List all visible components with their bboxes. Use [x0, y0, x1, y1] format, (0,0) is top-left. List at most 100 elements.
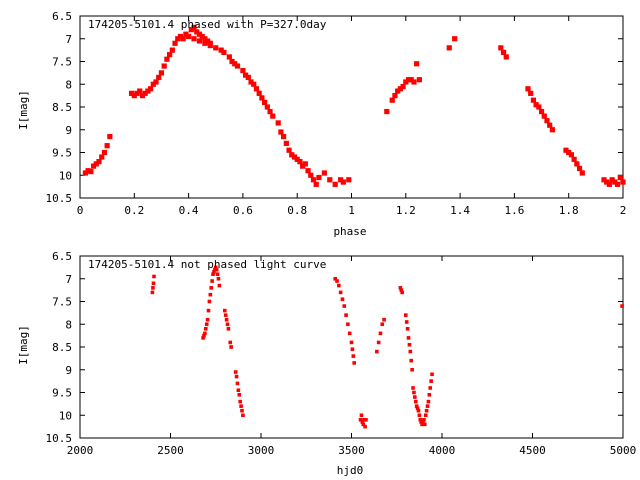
unphased-data-point: [203, 327, 208, 331]
phased-data-point: [275, 120, 281, 126]
unphased-data-point: [223, 313, 228, 317]
phased-data-point: [248, 79, 254, 85]
unphased-data-point: [225, 322, 230, 327]
unphased-data-point: [340, 297, 345, 302]
unphased-data-point: [213, 267, 217, 272]
unphased-data-point: [428, 386, 433, 390]
unphased-y-tick-label: 8.5: [52, 341, 72, 354]
phased-data-point: [99, 154, 105, 160]
unphased-x-tick-label: 3000: [248, 444, 275, 457]
unphased-data-point: [151, 281, 156, 286]
unphased-data-point: [429, 379, 433, 383]
phased-data-point: [571, 156, 577, 162]
phased-data-point: [205, 38, 211, 44]
phased-data-point: [338, 177, 344, 183]
phased-data-point: [606, 181, 613, 187]
phased-data-point: [446, 45, 452, 51]
phased-data-point: [549, 127, 556, 133]
phased-data-point: [169, 47, 175, 53]
unphased-data-point: [400, 290, 404, 295]
unphased-data-point: [338, 290, 343, 295]
phased-y-tick-label: 7.5: [52, 56, 72, 69]
phased-data-point: [267, 108, 273, 115]
phased-data-point: [530, 97, 537, 103]
phased-data-point: [310, 177, 317, 183]
unphased-data-point: [421, 420, 425, 424]
unphased-data-point: [404, 320, 409, 324]
phased-x-axis-label: phase: [333, 225, 366, 238]
phased-data-point: [503, 54, 509, 60]
phased-data-point: [88, 169, 94, 175]
phased-x-tick-label: 1: [348, 204, 355, 217]
unphased-data-point: [208, 292, 213, 297]
phased-data-point: [620, 179, 626, 185]
phased-data-point: [416, 77, 422, 83]
phased-data-point: [400, 83, 406, 90]
unphased-data-point: [417, 413, 422, 418]
phased-y-tick-label: 8.5: [52, 101, 72, 114]
phased-data-point: [538, 108, 545, 115]
unphased-data-point: [415, 406, 420, 411]
unphased-data-point: [150, 290, 155, 295]
unphased-x-axis-label: hjd0: [337, 464, 364, 477]
phased-data-point: [207, 40, 213, 46]
phased-data-point: [196, 38, 203, 44]
unphased-data-point: [361, 422, 366, 427]
phased-data-point: [253, 86, 260, 92]
phased-x-tick-label: 1.2: [396, 204, 416, 217]
phased-data-point: [158, 70, 165, 76]
unphased-data-point: [235, 381, 240, 386]
phased-data-point: [194, 29, 200, 35]
phased-data-point: [90, 163, 97, 169]
unphased-y-axis-label: I[mag]: [17, 325, 30, 365]
phased-data-point: [300, 163, 306, 169]
phased-data-point: [397, 86, 403, 92]
phased-data-point: [175, 36, 181, 42]
phased-chart-title: 174205-5101.4 phased with P=327.0day: [88, 18, 327, 31]
phased-data-point: [142, 90, 148, 96]
phased-x-tick-label: 2: [620, 204, 627, 217]
phased-data-point: [617, 174, 623, 181]
unphased-data-point: [426, 399, 431, 404]
phased-y-tick-label: 9: [65, 124, 72, 137]
phased-data-point: [609, 177, 615, 183]
unphased-y-tick-label: 9.5: [52, 387, 72, 400]
phased-data-point: [533, 102, 539, 108]
unphased-data-point: [399, 288, 404, 292]
phased-data-point: [414, 61, 420, 67]
phased-data-point: [321, 170, 327, 176]
phased-data-point: [568, 152, 575, 158]
unphased-data-point: [364, 418, 368, 422]
phased-data-point: [134, 90, 140, 96]
unphased-x-tick-label: 4500: [519, 444, 546, 457]
phased-data-point: [332, 181, 338, 187]
unphased-data-point: [212, 270, 216, 274]
phased-x-tick-label: 0.8: [287, 204, 307, 217]
unphased-data-point: [411, 386, 415, 390]
phased-data-point: [525, 86, 531, 92]
unphased-data-point: [236, 388, 241, 393]
phased-data-point: [278, 129, 284, 135]
unphased-data-point: [210, 279, 214, 283]
phased-data-point: [177, 33, 184, 40]
unphased-data-point: [151, 286, 155, 290]
phased-x-tick-label: 0.2: [124, 204, 144, 217]
phased-x-tick-label: 1.4: [450, 204, 470, 217]
unphased-data-point: [427, 392, 432, 397]
unphased-data-point: [424, 408, 429, 413]
unphased-data-point: [229, 345, 233, 349]
phased-data-point: [232, 61, 238, 67]
phased-data-point: [226, 54, 232, 60]
phased-data-point: [199, 33, 205, 40]
phased-data-point: [291, 154, 298, 160]
unphased-data-point: [376, 340, 381, 345]
unphased-data-point: [233, 370, 238, 374]
phased-data-point: [270, 113, 276, 119]
phased-data-point: [131, 93, 137, 99]
unphased-data-point: [425, 404, 430, 408]
unphased-y-tick-label: 9: [65, 364, 72, 377]
unphased-data-point: [207, 299, 212, 304]
unphased-data-point: [360, 420, 365, 424]
phased-data-point: [566, 149, 572, 156]
